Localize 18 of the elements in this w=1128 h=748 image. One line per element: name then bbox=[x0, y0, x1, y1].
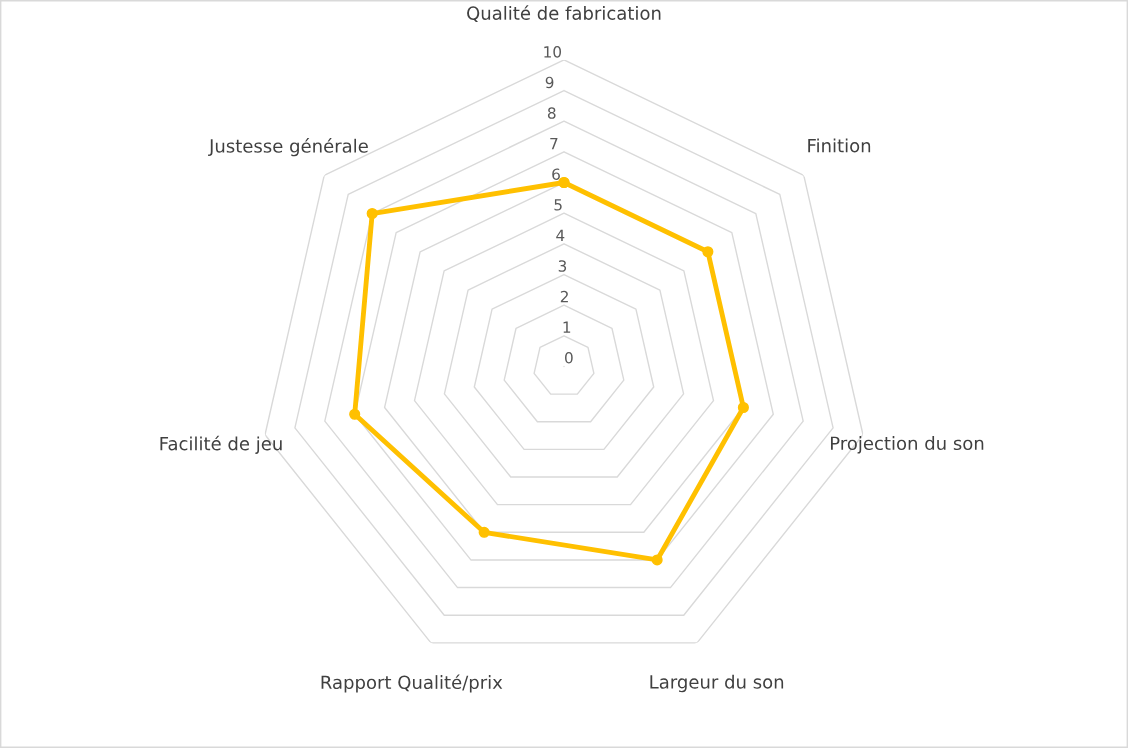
y-tick-label: 4 bbox=[556, 229, 565, 241]
spoke-label: Projection du son bbox=[830, 436, 984, 454]
y-tick-label: 1 bbox=[563, 321, 571, 333]
y-tick-label: 7 bbox=[550, 138, 558, 150]
y-tick-label: 3 bbox=[558, 260, 567, 272]
spoke-label: Rapport Qualité/prix bbox=[321, 674, 503, 693]
y-tick-label: 9 bbox=[545, 76, 554, 89]
y-tick-label: 0 bbox=[565, 352, 573, 364]
y-tick-label: 5 bbox=[554, 199, 562, 211]
spoke-label: Justesse générale bbox=[208, 138, 368, 157]
y-tick-label: 10 bbox=[544, 46, 562, 58]
spoke-label: Largeur du son bbox=[650, 674, 784, 693]
spoke-label: Finition bbox=[808, 138, 871, 153]
y-tick-label: 8 bbox=[547, 107, 556, 119]
y-tick-label: 2 bbox=[560, 290, 568, 303]
spoke-label: Qualité de fabrication bbox=[467, 5, 661, 23]
y-tick-label: 6 bbox=[552, 168, 560, 180]
spoke-label: Facilité de jeu bbox=[160, 435, 282, 454]
